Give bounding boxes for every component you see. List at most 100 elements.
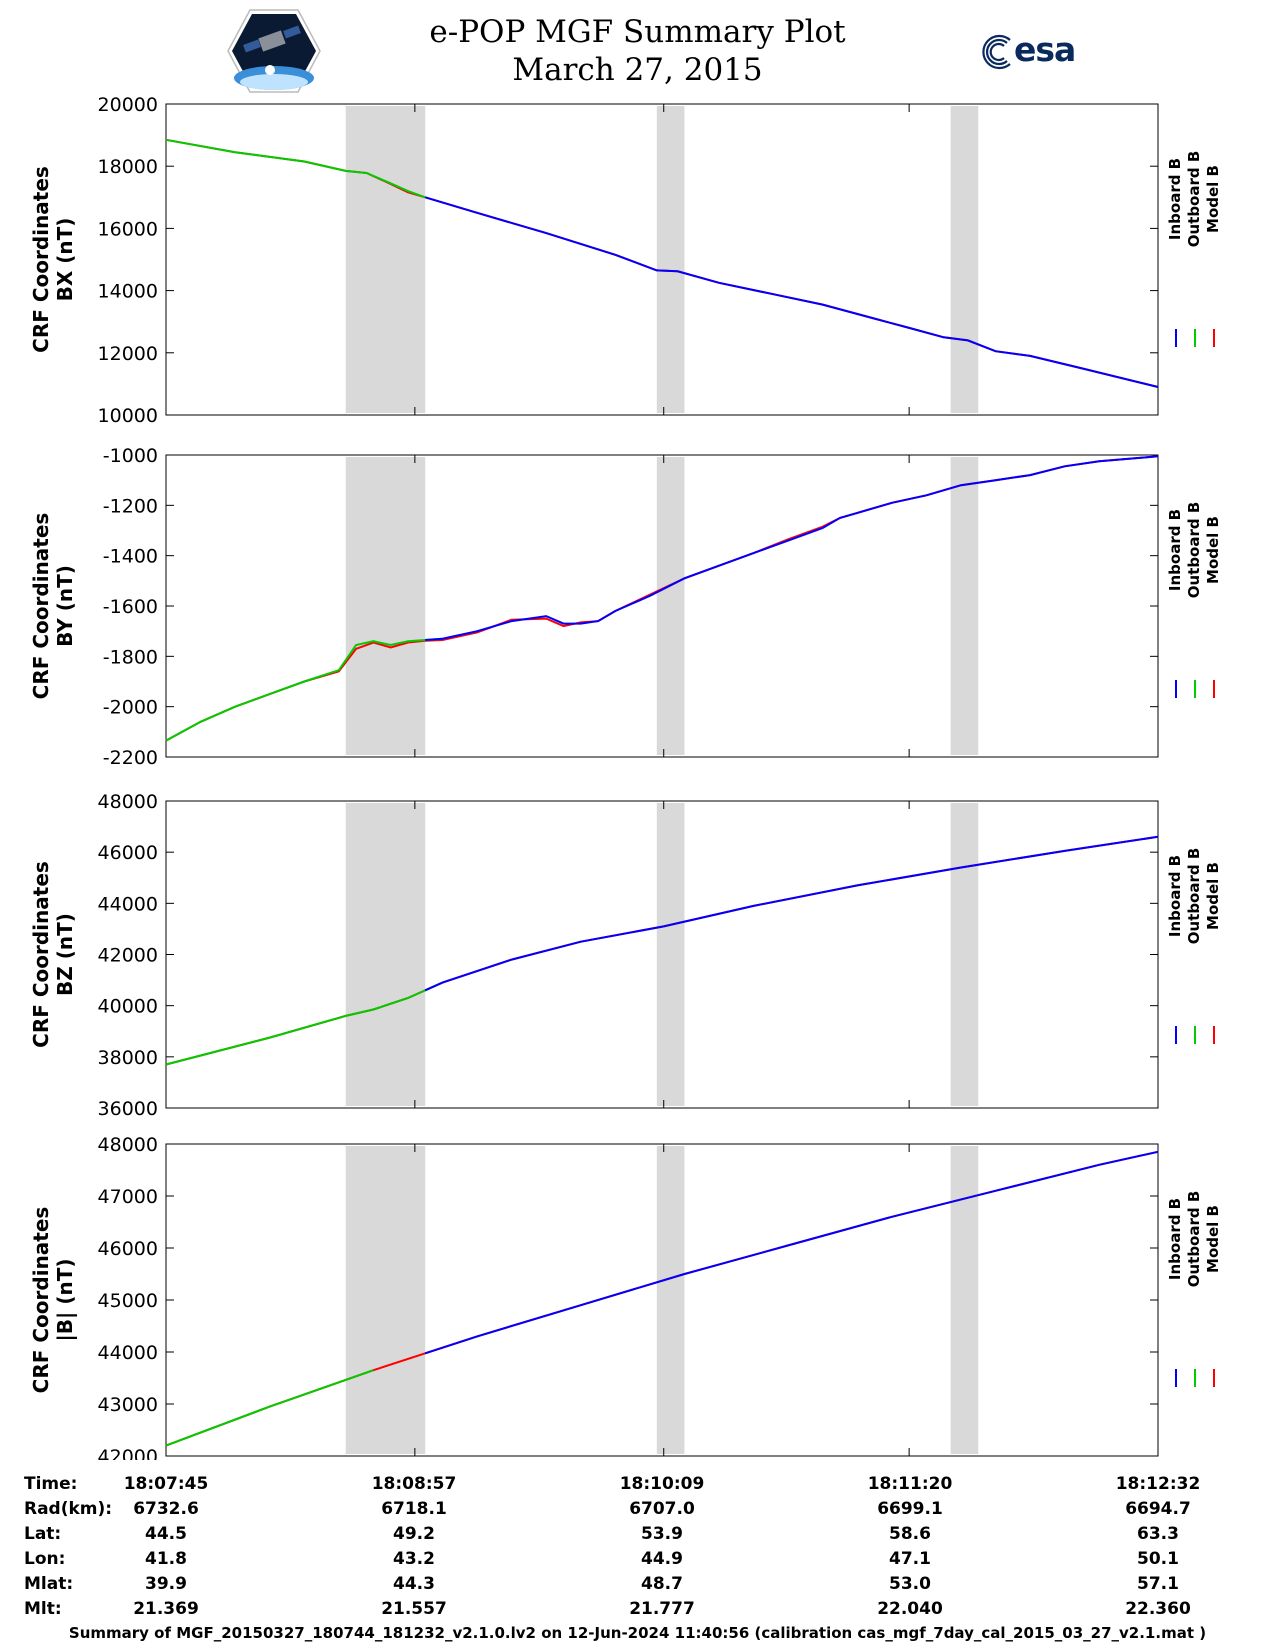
- legend-label: Model B: [1204, 516, 1222, 584]
- y-tick-label: -1600: [103, 596, 158, 618]
- y-axis-label-line2: BZ (nT): [53, 913, 77, 996]
- y-tick-label: 36000: [98, 1098, 158, 1120]
- info-cell: 44.5: [145, 1524, 187, 1544]
- plot-frame: [165, 103, 1159, 416]
- y-tick-label: 12000: [98, 343, 158, 365]
- footer-caption: Summary of MGF_20150327_180744_181232_v2…: [68, 1624, 1207, 1642]
- info-cell: 18:10:09: [620, 1474, 705, 1494]
- plot-title: e-POP MGF Summary Plot: [429, 14, 846, 50]
- info-cell: 41.8: [145, 1549, 187, 1569]
- shaded-interval-3: [950, 803, 979, 1106]
- plot-date: March 27, 2015: [512, 52, 763, 88]
- chart-panel-2: -2200 -2000 -1800 -1600 -1400 -1200 -1000 CRF C…: [29, 445, 1222, 769]
- shaded-interval-2: [656, 457, 685, 755]
- legend-label: Inboard B: [1166, 509, 1184, 591]
- info-cell: 43.2: [393, 1549, 435, 1569]
- info-cell: 21.557: [381, 1599, 447, 1619]
- y-tick-label: -1400: [103, 546, 158, 568]
- chart-panel-4: 42000 43000 44000 45000 46000 47000 48000 CRF C…: [29, 1134, 1222, 1460]
- y-tick-label: 48000: [98, 791, 158, 813]
- shaded-interval-3: [950, 457, 979, 755]
- shaded-interval-2: [656, 1146, 685, 1454]
- y-tick-label: 46000: [98, 1238, 158, 1260]
- legend-label: Inboard B: [1166, 158, 1184, 240]
- shaded-interval-3: [950, 106, 979, 413]
- y-tick-label: 14000: [98, 281, 158, 303]
- series-line-outboard-b: [165, 637, 443, 742]
- info-cell: 6699.1: [877, 1499, 943, 1519]
- series-line-inboard-b: [424, 1150, 1159, 1355]
- epop-satellite-logo-icon: [227, 9, 321, 93]
- info-cell: 48.7: [641, 1574, 683, 1594]
- info-row-label: Lat:: [24, 1524, 61, 1544]
- y-tick-label: 18000: [98, 156, 158, 178]
- y-tick-label: 40000: [98, 996, 158, 1018]
- shaded-interval-3: [950, 1146, 979, 1454]
- info-cell: 63.3: [1137, 1524, 1179, 1544]
- y-tick-label: 20000: [98, 94, 158, 116]
- info-row-label: Mlat:: [24, 1574, 73, 1594]
- y-axis-label-line1: CRF Coordinates: [29, 1207, 53, 1394]
- info-cell: 6732.6: [133, 1499, 199, 1519]
- info-cell: 18:07:45: [124, 1474, 209, 1494]
- y-tick-label: 42000: [98, 945, 158, 967]
- y-axis-label-line1: CRF Coordinates: [29, 861, 53, 1048]
- info-cell: 18:12:32: [1116, 1474, 1201, 1494]
- y-axis-label-line2: BX (nT): [53, 218, 77, 302]
- info-cell: 6707.0: [629, 1499, 695, 1519]
- series-line-outboard-b: [165, 981, 443, 1066]
- legend-label: Inboard B: [1166, 855, 1184, 937]
- y-tick-label: 42000: [98, 1446, 158, 1460]
- y-axis-label-line1: CRF Coordinates: [29, 513, 53, 700]
- legend-label: Outboard B: [1185, 848, 1203, 945]
- y-tick-label: 48000: [98, 1134, 158, 1156]
- shaded-interval-2: [656, 803, 685, 1106]
- series-line-outboard-b: [165, 138, 426, 199]
- legend-label: Outboard B: [1185, 151, 1203, 248]
- info-row-label: Lon:: [24, 1549, 65, 1569]
- y-tick-label: 47000: [98, 1186, 158, 1208]
- y-tick-label: 44000: [98, 1342, 158, 1364]
- y-tick-label: 16000: [98, 218, 158, 240]
- y-tick-label: -2000: [103, 697, 158, 719]
- legend-label: Model B: [1204, 165, 1222, 233]
- info-row-label: Mlt:: [24, 1599, 62, 1619]
- info-cell: 18:11:20: [868, 1474, 953, 1494]
- info-cell: 58.6: [889, 1524, 931, 1544]
- legend-label: Outboard B: [1185, 1191, 1203, 1288]
- y-tick-label: 38000: [98, 1047, 158, 1069]
- esa-logo-text: esa: [1014, 30, 1076, 69]
- series-line-outboard-b: [165, 1369, 374, 1447]
- y-axis-label-line1: CRF Coordinates: [29, 166, 53, 353]
- legend-label: Outboard B: [1185, 502, 1203, 599]
- shaded-interval-1: [345, 106, 426, 413]
- info-cell: 57.1: [1137, 1574, 1179, 1594]
- y-axis-label-line2: BY (nT): [53, 565, 77, 647]
- y-tick-label: -1800: [103, 646, 158, 668]
- info-cell: 44.9: [641, 1549, 683, 1569]
- chart-panel-1: 10000 12000 14000 16000 18000 20000 CRF Coordi…: [29, 94, 1222, 427]
- info-cell: 18:08:57: [372, 1474, 457, 1494]
- info-cell: 21.777: [629, 1599, 695, 1619]
- y-axis-label-line2: |B| (nT): [53, 1259, 77, 1342]
- legend-label: Model B: [1204, 862, 1222, 930]
- y-tick-label: 43000: [98, 1394, 158, 1416]
- y-tick-label: 45000: [98, 1290, 158, 1312]
- info-cell: 53.9: [641, 1524, 683, 1544]
- legend-label: Model B: [1204, 1205, 1222, 1273]
- y-tick-label: -1000: [103, 445, 158, 467]
- esa-logo-icon: [982, 34, 1011, 70]
- shaded-interval-1: [345, 457, 426, 755]
- info-cell: 22.360: [1125, 1599, 1191, 1619]
- y-tick-label: -1200: [103, 495, 158, 517]
- info-cell: 39.9: [145, 1574, 187, 1594]
- info-cell: 47.1: [889, 1549, 931, 1569]
- info-row-label: Time:: [24, 1474, 77, 1494]
- y-tick-label: 44000: [98, 893, 158, 915]
- info-cell: 22.040: [877, 1599, 943, 1619]
- y-tick-label: -2200: [103, 747, 158, 769]
- info-cell: 49.2: [393, 1524, 435, 1544]
- mgf-summary-charts: 10000 12000 14000 16000 18000 20000 CRF Coordi…: [29, 94, 1222, 1460]
- info-cell: 50.1: [1137, 1549, 1179, 1569]
